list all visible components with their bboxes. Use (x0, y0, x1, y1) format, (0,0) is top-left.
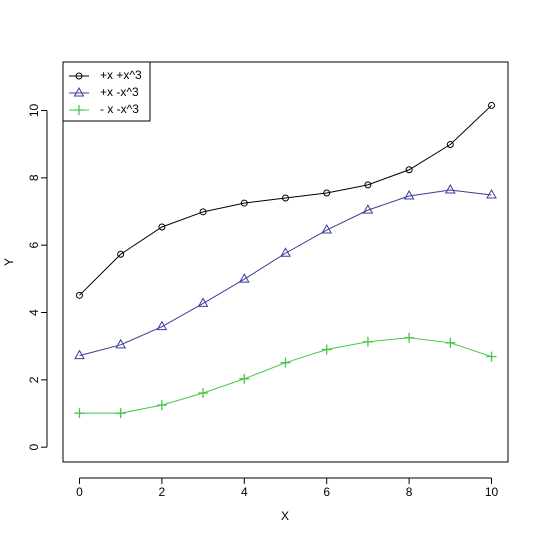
y-tick-label: 8 (27, 174, 41, 181)
marker (158, 223, 166, 231)
y-tick-label: 2 (27, 376, 41, 383)
legend-marker (75, 72, 83, 80)
legend-label: +x +x^3 (100, 68, 142, 82)
y-tick-label: 4 (27, 309, 41, 316)
legend-label: - x -x^3 (100, 102, 139, 116)
marker (362, 204, 374, 214)
series-line (79, 337, 492, 414)
x-tick-label: 6 (323, 485, 330, 499)
marker (404, 332, 415, 343)
marker (403, 189, 415, 200)
marker (156, 320, 168, 331)
legend-marker (74, 105, 84, 115)
x-tick-label: 4 (241, 485, 248, 499)
marker (115, 408, 126, 419)
marker (362, 336, 373, 347)
marker (199, 208, 207, 216)
marker (282, 194, 289, 202)
marker (405, 166, 413, 174)
series-line (79, 105, 492, 296)
marker (321, 223, 333, 234)
marker (115, 338, 127, 349)
marker (486, 188, 497, 199)
marker (444, 183, 456, 194)
legend-label: +x -x^3 (100, 85, 139, 99)
plot-box (62, 61, 509, 463)
x-tick-label: 8 (406, 485, 413, 499)
y-tick-label: 0 (27, 444, 41, 451)
marker (156, 400, 167, 411)
y-tick-label: 6 (27, 242, 41, 249)
y-tick-label: 10 (27, 103, 41, 117)
x-tick-label: 2 (159, 485, 166, 499)
marker (321, 344, 332, 355)
marker (198, 387, 209, 398)
marker (280, 357, 291, 368)
x-tick-label: 0 (76, 485, 83, 499)
x-tick-label: 10 (485, 485, 499, 499)
marker (488, 101, 496, 109)
marker (240, 199, 248, 207)
marker (117, 250, 125, 258)
marker (197, 297, 209, 307)
legend-marker (73, 86, 85, 97)
series-line (79, 189, 492, 357)
x-axis-label: X (281, 509, 289, 523)
marker (238, 273, 250, 283)
marker (75, 291, 83, 299)
marker (323, 189, 331, 197)
marker (446, 140, 454, 148)
marker (74, 408, 85, 419)
y-axis-label: Y (2, 258, 16, 266)
marker (486, 351, 497, 362)
marker (445, 337, 456, 348)
marker (364, 181, 372, 189)
marker (239, 373, 250, 384)
marker (280, 247, 291, 257)
marker (74, 349, 85, 360)
